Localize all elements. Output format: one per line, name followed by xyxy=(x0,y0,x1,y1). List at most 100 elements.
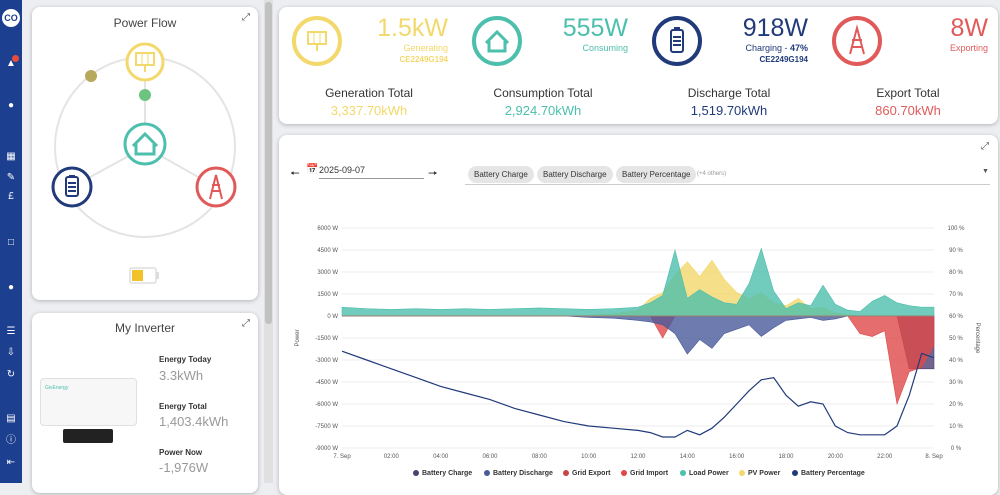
x-tick-label: 8. Sep xyxy=(925,454,943,460)
edit-icon[interactable]: ✎ xyxy=(6,172,16,183)
y-right-tick-label: 30 % xyxy=(949,380,963,386)
filter-dropdown-arrow-icon[interactable]: ▼ xyxy=(982,168,989,175)
legend-swatch xyxy=(621,470,627,476)
energy-today-label: Energy Today xyxy=(159,355,212,364)
legend-item[interactable]: Battery Charge xyxy=(413,470,472,477)
filter-chip-battery-discharge[interactable]: Battery Discharge xyxy=(537,166,613,183)
download-icon[interactable]: ⇩ xyxy=(6,347,16,358)
legend-item[interactable]: Battery Discharge xyxy=(484,470,553,477)
x-tick-label: 10:00 xyxy=(581,454,597,460)
inverter-image: GivEnergy xyxy=(40,378,137,443)
sidebar: CO ▲ ● ▦ ✎ £ □ ● ☰ ⇩ ↻ ▤ ⓘ ⇤ xyxy=(0,0,22,483)
expand-icon[interactable]: ⤢ xyxy=(242,12,250,23)
home-stat-icon xyxy=(472,16,522,66)
home-node xyxy=(123,122,167,166)
y-left-tick-label: 4500 W xyxy=(317,248,338,254)
generating-code: CE2249G194 xyxy=(399,55,448,64)
exporting-value: 8W xyxy=(950,14,989,42)
y-right-tick-label: 60 % xyxy=(949,314,963,320)
y-right-tick-label: 40 % xyxy=(949,358,963,364)
y-right-tick-label: 10 % xyxy=(949,424,963,430)
energy-total-label: Energy Total xyxy=(159,402,207,411)
solar-stat-icon xyxy=(292,16,342,66)
exporting-label: Exporting xyxy=(949,43,988,53)
legend-item[interactable]: PV Power xyxy=(739,470,780,477)
legend-item[interactable]: Battery Percentage xyxy=(792,470,865,477)
inverter-connectors xyxy=(63,429,113,443)
legend-item[interactable]: Grid Import xyxy=(621,470,668,477)
filter-more-count: (+4 others) xyxy=(697,171,727,177)
filter-chip-battery-percentage[interactable]: Battery Percentage xyxy=(616,166,697,183)
list-icon[interactable]: ☰ xyxy=(6,326,16,337)
notification-bell-icon[interactable]: ▲ xyxy=(6,58,16,69)
series-area-battery-discharge xyxy=(342,315,934,355)
y-right-axis-label: Percentage xyxy=(974,323,980,354)
generating-label: Generating xyxy=(403,43,448,53)
y-left-tick-label: -7500 W xyxy=(315,424,338,430)
battery-percent: 47% xyxy=(789,43,808,53)
chart-expand-icon[interactable]: ⤢ xyxy=(981,141,989,152)
logout-icon[interactable]: ⇤ xyxy=(6,457,16,468)
inverter-brand: GivEnergy xyxy=(45,385,69,391)
energy-total-value: 1,403.4kWh xyxy=(159,414,229,429)
consuming-value: 555W xyxy=(562,14,628,42)
y-left-tick-label: 1500 W xyxy=(317,292,338,298)
monitor-icon[interactable]: □ xyxy=(7,237,15,248)
battery-level-icon xyxy=(129,267,159,284)
scrollbar-thumb[interactable] xyxy=(265,2,272,324)
legend-label: Load Power xyxy=(689,470,729,477)
series-filter-select[interactable] xyxy=(465,163,990,185)
battery-state: Charging - xyxy=(745,43,790,53)
next-day-arrow-icon[interactable]: 🠖 xyxy=(428,168,438,180)
grid-stat-icon xyxy=(832,16,882,66)
inverter-title: My Inverter xyxy=(114,321,175,335)
x-tick-label: 14:00 xyxy=(680,454,696,460)
legend-swatch xyxy=(792,470,798,476)
legend-swatch xyxy=(563,470,569,476)
filter-chip-battery-charge[interactable]: Battery Charge xyxy=(468,166,534,183)
legend-item[interactable]: Load Power xyxy=(680,470,729,477)
y-right-tick-label: 90 % xyxy=(949,248,963,254)
expand-icon[interactable]: ⤢ xyxy=(242,318,250,329)
users-icon[interactable]: ● xyxy=(7,100,15,111)
legend-label: Grid Export xyxy=(572,470,611,477)
legend-label: Grid Import xyxy=(630,470,669,477)
stats-card: 1.5kW Generating CE2249G194 555W Consumi… xyxy=(279,7,998,124)
y-right-tick-label: 80 % xyxy=(949,270,963,276)
generation-total-value: 3,337.70kWh xyxy=(330,103,408,118)
user-avatar[interactable]: CO xyxy=(2,9,20,27)
y-left-tick-label: -3000 W xyxy=(315,358,338,364)
power-now-label: Power Now xyxy=(159,448,203,457)
help-icon[interactable]: ⓘ xyxy=(6,435,16,446)
y-right-tick-label: 50 % xyxy=(949,336,963,342)
export-total-value: 860.70kWh xyxy=(875,103,941,118)
sync-icon[interactable]: ↻ xyxy=(6,369,16,380)
x-tick-label: 20:00 xyxy=(828,454,844,460)
y-right-tick-label: 100 % xyxy=(947,226,965,232)
pound-icon[interactable]: £ xyxy=(8,191,14,202)
y-left-tick-label: 6000 W xyxy=(317,226,338,232)
account-icon[interactable]: ● xyxy=(7,282,15,293)
y-left-tick-label: 3000 W xyxy=(317,270,338,276)
dashboard-icon[interactable]: ▦ xyxy=(6,151,16,162)
prev-day-arrow-icon[interactable]: 🠔 xyxy=(290,168,300,180)
battery-code: CE2249G194 xyxy=(759,55,808,64)
consumption-total-value: 2,924.70kWh xyxy=(504,103,582,118)
series-line-battery-percentage xyxy=(341,350,935,438)
x-tick-label: 22:00 xyxy=(877,454,893,460)
legend-label: Battery Percentage xyxy=(801,470,865,477)
legend-item[interactable]: Grid Export xyxy=(563,470,611,477)
generating-value: 1.5kW xyxy=(377,14,448,42)
legend-label: Battery Charge xyxy=(422,470,473,477)
solar-node xyxy=(125,42,165,82)
consumption-total-label: Consumption Total xyxy=(493,86,593,100)
date-picker-input[interactable]: 2025-09-07 xyxy=(319,165,424,179)
x-tick-label: 02:00 xyxy=(384,454,400,460)
calendar-icon: 📅 xyxy=(306,164,319,175)
battery-node xyxy=(51,166,93,208)
legend-swatch xyxy=(680,470,686,476)
series-area-battery-charge xyxy=(342,315,935,370)
legend-swatch xyxy=(739,470,745,476)
x-tick-label: 18:00 xyxy=(778,454,794,460)
report-icon[interactable]: ▤ xyxy=(6,413,16,424)
